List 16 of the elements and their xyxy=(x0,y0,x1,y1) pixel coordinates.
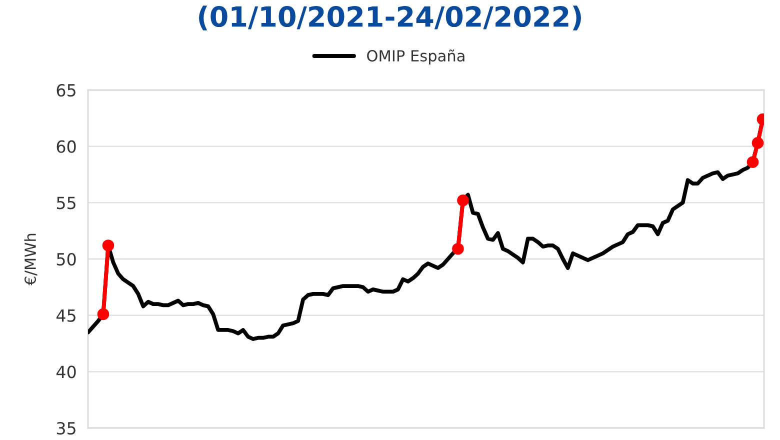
y-axis-title: €/MWh xyxy=(24,234,38,286)
legend-label: OMIP España xyxy=(367,49,464,65)
point xyxy=(752,137,764,149)
y-tick-label: 35 xyxy=(56,422,76,435)
y-tick-label: 45 xyxy=(56,310,76,322)
point xyxy=(97,308,110,320)
y-tick-label: 65 xyxy=(56,84,76,97)
point xyxy=(746,156,759,168)
y-tick-label: 40 xyxy=(56,366,76,378)
point xyxy=(452,242,464,255)
point xyxy=(457,194,469,206)
y-tick-label: 60 xyxy=(56,140,76,153)
y-tick-label: 55 xyxy=(56,196,76,210)
y-tick-label: 50 xyxy=(56,252,76,266)
chart-title: (01/10/2021-24/02/2022) xyxy=(199,6,581,30)
point xyxy=(102,240,114,252)
